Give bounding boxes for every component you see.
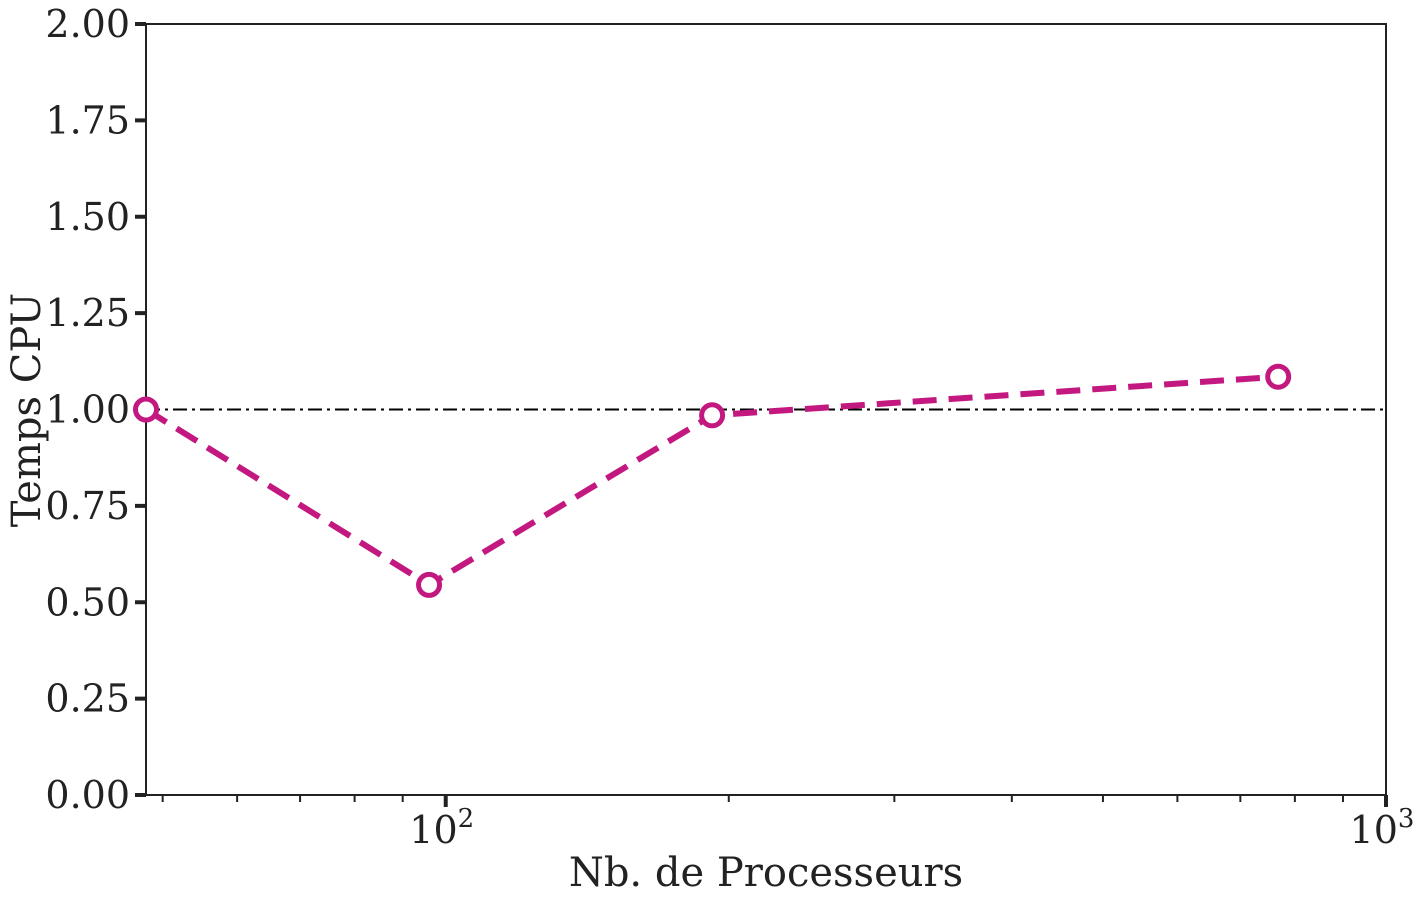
x-axis-title: Nb. de Processeurs	[569, 850, 963, 896]
y-axis-ticks: 0.00 0.25 0.50 0.75 1.00 1.25 1.50 1.75 2.00	[45, 2, 146, 817]
y-tick-label: 0.50	[45, 580, 130, 624]
y-tick-label: 0.00	[45, 773, 130, 817]
data-point	[699, 402, 726, 429]
y-tick-label: 1.75	[45, 98, 130, 142]
y-tick-label: 0.25	[45, 677, 130, 721]
x-axis-ticks: 102 103	[161, 795, 1415, 852]
data-point	[133, 396, 159, 423]
y-tick-label: 1.00	[45, 388, 130, 432]
y-tick-label: 2.00	[45, 2, 130, 46]
y-tick-label: 0.75	[45, 484, 130, 528]
data-point	[416, 571, 443, 598]
series-line	[144, 373, 1279, 588]
y-tick-label: 1.25	[45, 291, 130, 335]
series-layer	[133, 363, 1292, 598]
x-tick-label: 103	[1350, 804, 1415, 852]
data-point	[1265, 363, 1292, 390]
x-tick-label: 102	[409, 804, 474, 852]
y-axis-title: Temps CPU	[4, 293, 50, 528]
y-tick-label: 1.50	[45, 195, 130, 239]
